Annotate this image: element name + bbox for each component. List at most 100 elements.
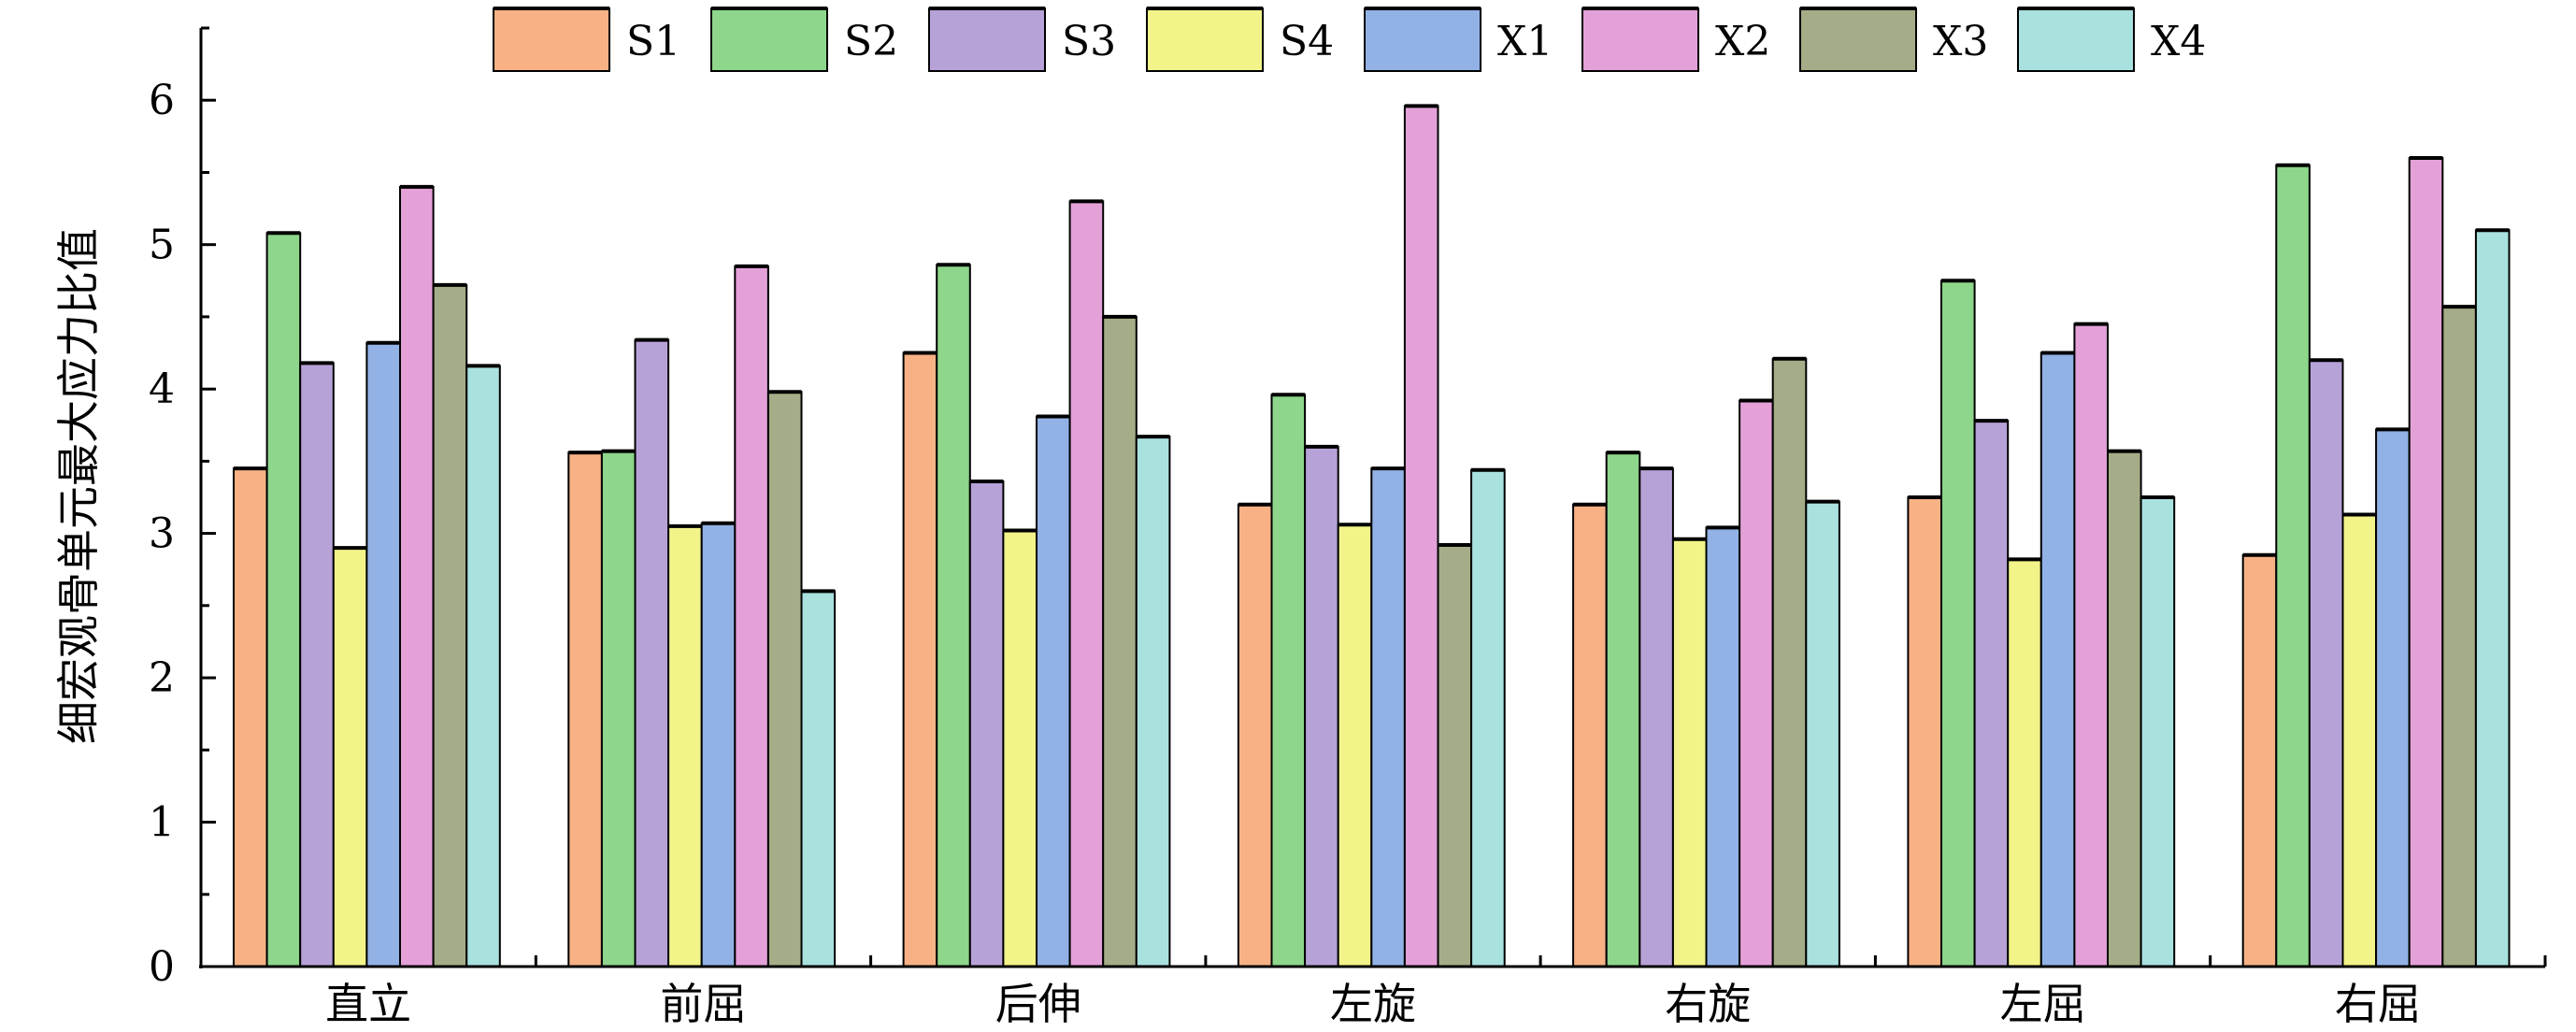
y-tick-label: 3 [149,510,175,558]
legend-label: X1 [1497,18,1553,65]
legend-swatch [1146,7,1264,72]
bar-S2-6 [1940,280,1976,968]
bar-S3-2 [634,338,670,968]
legend: S1 S2 S3 S4 X1 X2 X3 X4 [493,7,2206,72]
bar-S2-3 [936,264,971,968]
bar-S1-6 [1907,496,1943,968]
bar-S1-4 [1237,503,1273,968]
bar-S1-3 [902,351,938,968]
bar-X1-4 [1370,467,1406,968]
bar-S4-1 [332,547,368,968]
bar-X1-7 [2375,428,2411,968]
y-tick-label: 5 [149,222,175,269]
bar-S2-5 [1605,452,1641,968]
legend-label: X2 [1715,18,1770,65]
x-tick-label: 右屈 [2335,979,2421,1029]
bar-X1-2 [700,522,737,968]
y-tick-label: 1 [149,799,175,847]
legend-item-X3: X3 [1799,7,1988,72]
bar-S2-7 [2275,164,2311,968]
legend-swatch [1799,7,1917,72]
bar-X2-6 [2073,322,2109,968]
bar-X3-5 [1771,357,1808,968]
legend-swatch [1581,7,1699,72]
bar-X3-4 [1437,544,1473,968]
x-tick-label: 左旋 [1330,979,1416,1029]
bar-S4-7 [2341,513,2378,968]
bar-X2-5 [1739,399,1774,968]
bar-S3-4 [1304,445,1339,968]
bar-X2-7 [2408,157,2444,968]
x-tick-label: 前屈 [660,979,746,1029]
legend-item-X1: X1 [1364,7,1553,72]
bar-X1-3 [1036,415,1071,968]
bar-S4-3 [1002,529,1038,968]
bar-X1-6 [2039,351,2076,968]
bar-X3-1 [432,283,468,968]
bar-S3-3 [968,480,1005,968]
plot-area: 0 1 2 3 4 5 6 直立 前屈 后伸 左旋 右旋 左屈 右屈 [149,26,2547,1029]
bar-S1-1 [233,467,268,968]
legend-label: X4 [2151,18,2206,65]
legend-label: S3 [1062,18,1116,65]
bar-S1-5 [1572,503,1608,968]
bar-X4-7 [2474,229,2511,968]
bar-X4-5 [1805,500,1840,968]
bar-X3-3 [1102,315,1138,968]
bar-S4-5 [1671,538,1708,968]
bar-S2-2 [600,450,637,968]
bar-S4-6 [2007,558,2042,968]
bar-X4-1 [465,365,501,968]
x-tick-label: 左屈 [2000,979,2086,1029]
bar-S3-7 [2308,359,2344,968]
legend-swatch [1364,7,1481,72]
legend-label: X3 [1933,18,1988,65]
bar-X1-5 [1705,526,1741,968]
legend-item-S1: S1 [493,7,680,72]
legend-swatch [928,7,1046,72]
x-tick-label: 右旋 [1665,979,1751,1029]
bars [233,104,2511,968]
x-tick-label: 直立 [325,979,411,1029]
bar-S1-7 [2241,553,2278,968]
bar-S3-1 [299,362,335,968]
legend-swatch [493,7,610,72]
bar-S1-2 [567,452,603,968]
bar-S2-1 [265,232,302,968]
legend-swatch [710,7,828,72]
axes: 0 1 2 3 4 5 6 直立 前屈 后伸 左旋 右旋 左屈 右屈 [149,26,2547,1029]
legend-swatch [2017,7,2135,72]
bar-X4-3 [1135,436,1171,968]
legend-item-S2: S2 [710,7,898,72]
bar-X4-2 [800,590,837,968]
y-tick-label: 0 [149,943,175,991]
bar-X2-3 [1068,200,1105,968]
bar-S3-6 [1973,420,2010,968]
bar-X4-4 [1470,468,1506,968]
y-axis-label: 细宏观骨单元最大应力比值 [53,228,104,744]
y-tick-label: 2 [149,654,175,702]
bar-X2-1 [399,185,435,968]
bar-X2-2 [734,265,769,968]
bar-X4-6 [2140,496,2176,968]
bar-S2-4 [1270,394,1307,968]
bar-X2-4 [1403,105,1439,968]
legend-label: S1 [626,18,680,65]
legend-item-X2: X2 [1581,7,1770,72]
x-tick-label: 后伸 [995,979,1081,1029]
bar-X1-1 [365,341,401,968]
y-tick-label: 6 [149,77,175,124]
bar-X3-7 [2441,306,2477,968]
legend-item-X4: X4 [2017,7,2206,72]
legend-item-S3: S3 [928,7,1116,72]
bar-X3-6 [2107,450,2142,968]
legend-label: S2 [844,18,898,65]
y-tick-label: 4 [149,366,175,413]
bar-X3-2 [766,391,803,968]
bar-S4-4 [1337,523,1373,968]
bar-S4-2 [667,524,703,968]
legend-label: S4 [1280,18,1334,65]
legend-item-S4: S4 [1146,7,1334,72]
bar-S3-5 [1639,467,1674,968]
